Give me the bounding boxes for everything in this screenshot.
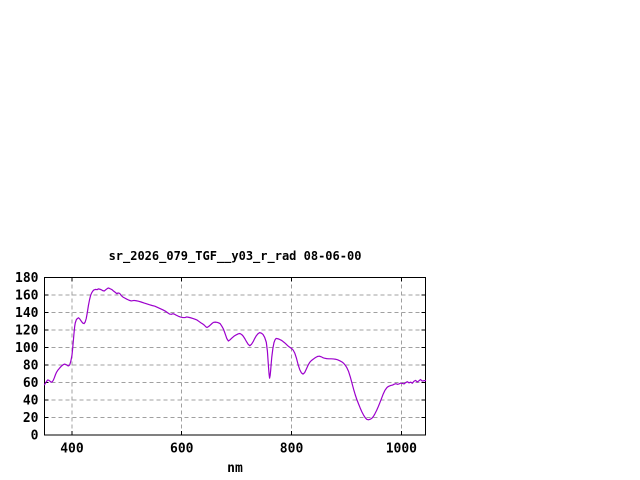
y-tick-label: 140 (15, 306, 39, 321)
y-tick-label: 80 (23, 359, 39, 374)
y-tick-label: 20 (23, 411, 39, 426)
x-tick-label: 600 (170, 442, 194, 457)
y-tick-label: 180 (15, 271, 39, 286)
x-axis-unit-label: nm (227, 461, 243, 476)
plot-border (44, 277, 426, 436)
spectrum-curve (43, 287, 427, 421)
y-tick-label: 100 (15, 341, 39, 356)
x-tick-label: 800 (280, 442, 304, 457)
chart-title: sr_2026_079_TGF__y03_r_rad 08-06-00 (108, 249, 362, 263)
x-tick-label: 1000 (386, 442, 417, 457)
x-tick-label: 400 (60, 442, 84, 457)
y-tick-label: 120 (15, 324, 39, 339)
y-tick-label: 40 (23, 394, 39, 409)
y-tick-label: 60 (23, 376, 39, 391)
y-tick-label: 160 (15, 289, 39, 304)
y-tick-label: 0 (31, 429, 39, 444)
